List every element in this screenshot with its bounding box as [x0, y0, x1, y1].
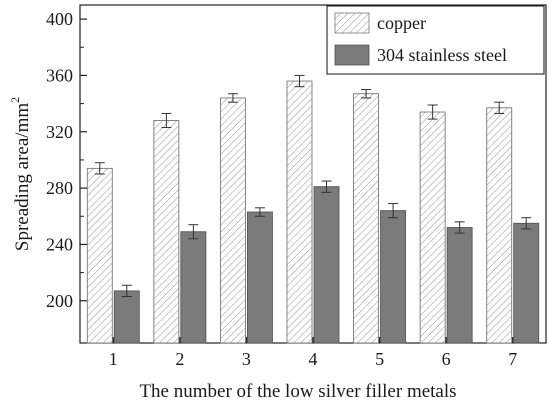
- bars-layer: [86, 74, 540, 344]
- y-tick-label: 240: [46, 234, 73, 254]
- y-axis-label-group: Spreading area/mm2: [8, 97, 33, 251]
- y-tick-label: 360: [46, 65, 73, 85]
- bar-stainless-steel: [446, 227, 473, 344]
- error-bar: [188, 224, 199, 240]
- bar-copper: [353, 93, 380, 344]
- x-tick-label: 6: [442, 349, 451, 369]
- bar-stainless-steel: [246, 211, 273, 344]
- error-bar: [321, 180, 332, 193]
- y-tick-label: 200: [46, 291, 73, 311]
- y-tick-label: 280: [46, 178, 73, 198]
- bar-copper: [419, 111, 446, 344]
- x-tick-label: 2: [175, 349, 184, 369]
- error-bar: [521, 217, 532, 230]
- x-tick-label: 5: [375, 349, 384, 369]
- error-bar: [361, 89, 372, 99]
- error-bar: [121, 284, 132, 298]
- x-tick-label: 7: [508, 349, 517, 369]
- bar-copper: [219, 97, 246, 344]
- error-bar: [94, 162, 105, 175]
- y-axis-label: Spreading area/mm2: [8, 97, 33, 251]
- bar-stainless-steel: [380, 210, 407, 344]
- legend-label-stainless-steel: 304 stainless steel: [377, 45, 507, 65]
- y-tick-label: 320: [46, 122, 73, 142]
- y-tick-label: 400: [46, 9, 73, 29]
- y-axis: 200 240 280 320 360 400: [46, 9, 87, 311]
- bar-copper: [286, 80, 313, 344]
- legend-swatch-stainless-steel: [334, 44, 370, 66]
- x-tick-label: 1: [109, 349, 118, 369]
- x-axis: 1 2 3 4 5 6 7: [109, 337, 517, 369]
- error-bar: [254, 207, 265, 217]
- error-bar: [494, 101, 505, 114]
- bar-stainless-steel: [180, 231, 207, 344]
- error-bar: [161, 112, 172, 129]
- error-bar: [427, 104, 438, 120]
- x-tick-label: 3: [242, 349, 251, 369]
- error-bar: [227, 93, 238, 103]
- x-tick-label: 4: [309, 349, 318, 369]
- bar-stainless-steel: [513, 222, 540, 344]
- bar-stainless-steel: [113, 290, 140, 344]
- bar-copper: [153, 120, 180, 344]
- error-bar: [294, 74, 305, 88]
- legend-label-copper: copper: [377, 13, 426, 33]
- bar-copper: [486, 107, 513, 344]
- legend: copper 304 stainless steel: [326, 5, 545, 75]
- legend-swatch-copper: [334, 12, 370, 34]
- y-axis-label-main: Spreading area/mm: [12, 103, 33, 251]
- error-bar: [454, 221, 465, 234]
- bar-copper: [86, 167, 113, 344]
- error-bar: [388, 203, 399, 219]
- y-axis-label-superscript: 2: [8, 97, 22, 103]
- x-axis-label: The number of the low silver filler meta…: [139, 381, 456, 402]
- bar-stainless-steel: [313, 186, 340, 344]
